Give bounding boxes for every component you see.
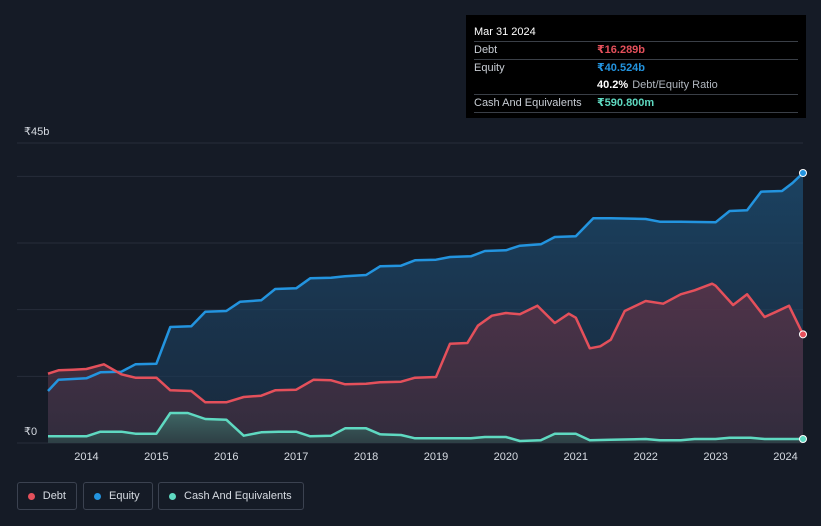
tooltip-ratio-label: Debt/Equity Ratio: [632, 79, 718, 91]
tooltip-date: Mar 31 2024: [474, 26, 536, 38]
y-tick-label-top: ₹45b: [24, 126, 49, 138]
legend-equity-label: Equity: [109, 490, 140, 502]
tooltip-cash-value: ₹590.800m: [597, 97, 655, 109]
y-tick-label-bottom: ₹0: [24, 426, 37, 438]
tooltip-ratio-value: 40.2%: [597, 79, 629, 91]
legend-equity[interactable]: Equity: [83, 482, 153, 510]
equity-endpoint: [799, 169, 807, 177]
equity-dot-icon: [94, 492, 101, 500]
x-tick-label-2018: 2018: [354, 451, 378, 463]
legend-cash-label: Cash And Equivalents: [184, 490, 292, 502]
x-tick-label-2021: 2021: [564, 451, 588, 463]
cash-dot-icon: [169, 492, 176, 500]
x-tick-label-2020: 2020: [494, 451, 518, 463]
x-tick-label-2017: 2017: [284, 451, 308, 463]
series-endpoints: [799, 169, 807, 443]
x-tick-label-2019: 2019: [424, 451, 448, 463]
data-tooltip: Mar 31 2024 Debt ₹16.289b Equity ₹40.524…: [466, 15, 806, 118]
x-tick-label-2023: 2023: [703, 451, 727, 463]
legend-debt[interactable]: Debt: [17, 482, 77, 510]
tooltip-equity-label: Equity: [474, 62, 505, 74]
debt-endpoint: [799, 330, 807, 339]
debt-area: [48, 283, 803, 443]
x-tick-label-2024: 2024: [773, 451, 797, 463]
legend-cash[interactable]: Cash And Equivalents: [158, 482, 304, 510]
x-tick-label-2015: 2015: [144, 451, 168, 463]
x-tick-label-2016: 2016: [214, 451, 238, 463]
x-tick-label-2022: 2022: [633, 451, 657, 463]
series-areas: [48, 173, 803, 443]
y-axis-labels: ₹45b ₹0: [24, 126, 49, 438]
cash-area: [48, 413, 803, 443]
tooltip-debt-value: ₹16.289b: [597, 44, 646, 56]
tooltip-cash-label: Cash And Equivalents: [474, 97, 582, 109]
tooltip-equity-value: ₹40.524b: [597, 62, 646, 74]
x-axis-labels: 2014 2015 2016 2017 2018 2019 2020 2021 2022 2023…: [74, 451, 798, 463]
cash-endpoint: [799, 435, 807, 443]
debt-line: [47, 282, 805, 404]
cash-line: [48, 411, 803, 443]
equity-line: [47, 172, 804, 392]
legend-debt-label: Debt: [42, 490, 66, 502]
x-tick-label-2014: 2014: [74, 451, 98, 463]
debt-dot-icon: [28, 492, 35, 500]
series-lines: [47, 172, 805, 443]
tooltip-debt-label: Debt: [474, 44, 498, 56]
